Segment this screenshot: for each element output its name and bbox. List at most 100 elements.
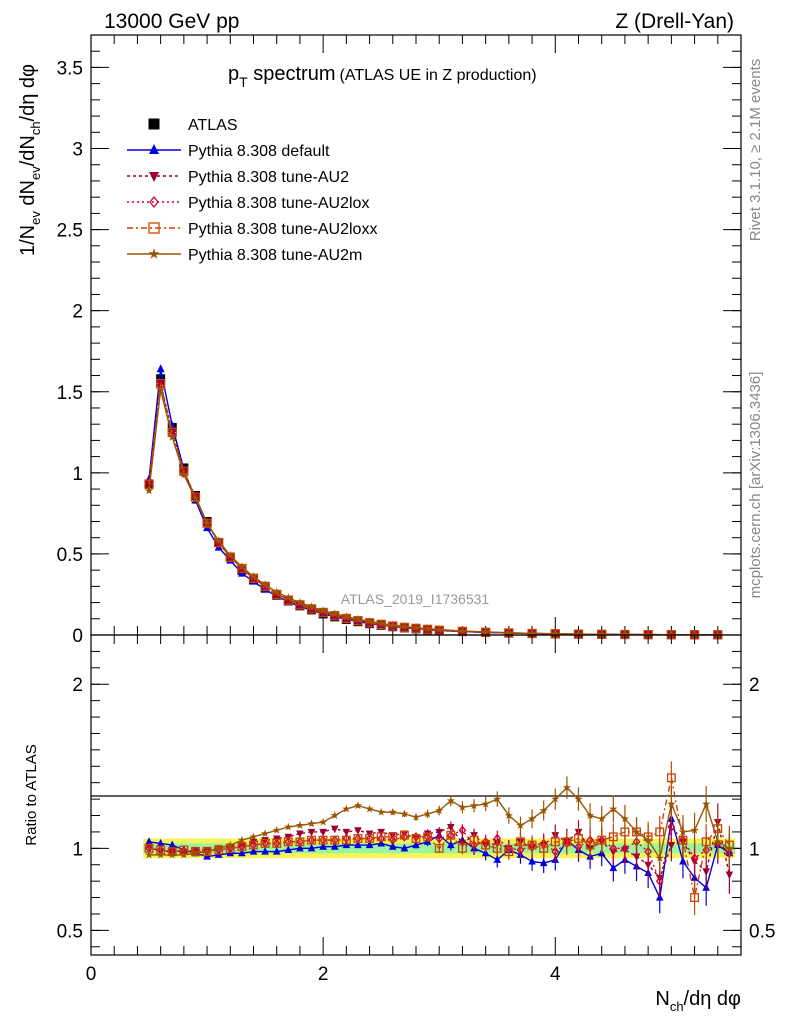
main-data-point (260, 580, 270, 589)
main-data-point (423, 624, 432, 633)
ratio-data-point (504, 811, 513, 819)
main-data-point (156, 374, 166, 384)
ratio-data-point (260, 838, 270, 848)
ratio-data-point (597, 835, 607, 845)
main-panel: 0 0.5 1 1.5 2 2.5 3 3.5 pT spectrum (ATLAS UE in… (17, 34, 742, 647)
xlabel-sub: ch (670, 999, 684, 1014)
ratio-panel: 0.5 0.5 1 1 2 2 0 2 4 Ratio to ATLAS Nch/dη dφ (23, 634, 775, 1014)
ratio-data-point (214, 844, 223, 852)
ratio-data-point (318, 835, 328, 845)
legend-label: Pythia 8.308 tune-AU2m (188, 247, 362, 264)
main-series-5 (144, 385, 723, 639)
ratio-data-point (516, 821, 525, 829)
ratio-data-point (504, 847, 514, 857)
legend-label: Pythia 8.308 tune-AU2lox (188, 195, 369, 212)
ratio-data-point (562, 837, 572, 847)
ratio-data-point (330, 835, 340, 845)
ratio-data-point (249, 832, 258, 841)
ratio-data-point (261, 847, 269, 855)
main-data-point (527, 628, 537, 638)
ratio-data-point (144, 850, 154, 859)
ratio-data-point (319, 842, 327, 850)
ratio-data-point (702, 868, 710, 876)
legend-label: Pythia 8.308 tune-AU2loxx (188, 221, 377, 238)
ratio-data-point (446, 830, 456, 840)
ratio-data-point (609, 863, 618, 872)
x-tick-label: 4 (550, 964, 561, 985)
main-data-point (434, 625, 444, 634)
main-data-point (353, 614, 363, 623)
ratio-data-point (284, 822, 293, 831)
ratio-data-point (632, 827, 641, 836)
main-y-tick-label: 2 (72, 302, 83, 323)
energy-label: 13000 GeV pp (104, 10, 239, 33)
main-y-tick-label: 1.5 (57, 383, 83, 404)
ratio-data-point (168, 840, 177, 849)
main-data-point (179, 467, 188, 478)
main-ylabel: 1/Nev dNev/dNch/dη dφ (17, 64, 43, 256)
ratio-data-point (272, 825, 281, 834)
ratio-data-point (388, 835, 397, 845)
title-note: (ATLAS UE in Z production) (340, 67, 537, 84)
ratio-data-point (284, 845, 293, 854)
title-sub: T (239, 74, 248, 90)
main-data-point (690, 630, 699, 639)
main-data-point (342, 612, 351, 621)
legend-marker (148, 222, 160, 234)
legend-marker (149, 195, 159, 209)
ratio-data-point (702, 799, 711, 808)
ratio-ylabel: Ratio to ATLAS (23, 744, 40, 845)
ratio-data-point (388, 832, 398, 842)
mcplots-label: mcplots.cern.ch [arXiv:1306.3436] (747, 372, 764, 599)
main-data-point (237, 562, 247, 571)
main-data-point (202, 518, 212, 527)
ratio-y-tick-label-right: 0.5 (749, 921, 775, 942)
ratio-data-point (492, 843, 502, 853)
ratio-data-point (621, 843, 629, 854)
ratio-data-point (527, 840, 537, 850)
ratio-data-point (365, 834, 375, 843)
ratio-data-point (353, 834, 363, 843)
main-data-point (190, 492, 201, 502)
main-data-point (330, 609, 340, 618)
ratio-data-point (168, 850, 177, 859)
legend-entry: Pythia 8.308 default (127, 143, 330, 160)
ratio-data-point (319, 817, 328, 826)
main-data-point (411, 623, 421, 632)
ratio-data-point (527, 814, 537, 823)
main-data-point (481, 627, 490, 636)
title-main: p (228, 63, 239, 85)
ratio-data-point (528, 856, 536, 865)
ratio-data-point (272, 838, 282, 848)
ratio-data-point (272, 847, 281, 855)
ratio-ticks: 0.5 0.5 1 1 2 2 0 2 4 (57, 635, 775, 985)
legend-entry: Pythia 8.308 tune-AU2lox (127, 195, 369, 212)
ratio-data-point (283, 837, 293, 847)
ratio-data-point (376, 832, 386, 842)
ratio-data-point (226, 840, 235, 849)
legend-entry: Pythia 8.308 tune-AU2 (127, 169, 349, 186)
legend-marker (149, 144, 159, 154)
main-data-point (156, 385, 165, 394)
main-y-tick-label: 2.5 (57, 221, 83, 242)
ratio-y-tick-label-right: 1 (749, 839, 760, 860)
legend-marker (148, 118, 160, 130)
legend: ATLAS Pythia 8.308 default Pythia 8.308 tu… (127, 117, 377, 264)
ratio-y-tick-label: 1 (72, 839, 83, 860)
main-data-point (295, 598, 305, 607)
ratio-y-tick-label-right: 2 (749, 675, 760, 696)
rivet-label: Rivet 3.1.10, ≥ 2.1M events (747, 59, 764, 242)
ratio-data-point (145, 837, 153, 845)
main-data-point (400, 621, 409, 631)
ratio-series-line (148, 825, 730, 884)
ratio-data-point (307, 828, 316, 837)
ratio-data-point (644, 835, 653, 844)
ratio-data-point (725, 844, 734, 852)
main-data-point (167, 432, 177, 441)
ratio-data-point (620, 814, 630, 823)
xlabel-rest: /dη dφ (684, 988, 741, 1010)
ratio-data-point (644, 846, 653, 857)
main-y-tick-label: 1 (72, 464, 83, 485)
main-data-point (365, 616, 374, 626)
main-data-point (225, 550, 235, 560)
